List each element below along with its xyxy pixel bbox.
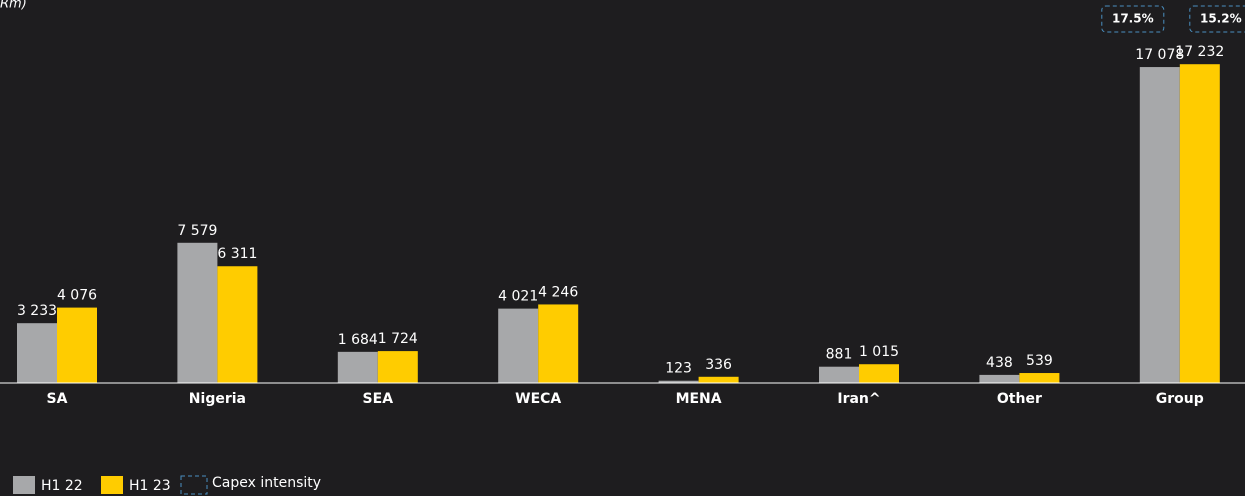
x-tick-label: Iran^ (837, 391, 880, 407)
bar (1139, 67, 1180, 383)
x-tick-label: Nigeria (189, 391, 246, 407)
value-label: 3 233 (17, 303, 57, 319)
x-tick-label: Group (1156, 391, 1204, 407)
bar (177, 242, 218, 383)
bar (57, 307, 97, 383)
annotation: 15.2% (1200, 12, 1242, 26)
value-label: 438 (986, 355, 1013, 371)
legend-swatch (13, 476, 35, 494)
value-label: 336 (705, 357, 732, 373)
bar (1019, 373, 1060, 383)
bar (337, 351, 378, 383)
bar (658, 380, 699, 383)
annotation: 17.5% (1112, 12, 1154, 26)
legend-label: Capex intensity (212, 475, 321, 491)
bar (698, 376, 739, 383)
value-label: 6 311 (217, 246, 257, 262)
x-tick-label: SA (47, 391, 68, 407)
value-label: 17 232 (1175, 44, 1224, 60)
legend-swatch (180, 475, 208, 495)
value-label: 17 078 (1135, 47, 1184, 63)
value-label: 4 076 (57, 288, 97, 304)
bar (859, 364, 899, 383)
value-label: 881 (826, 347, 853, 363)
x-tick-label: WECA (515, 391, 561, 407)
value-label: 4 246 (538, 284, 578, 300)
bar (17, 323, 57, 383)
value-label: 7 579 (177, 223, 217, 239)
bar (819, 366, 859, 383)
legend-label: H1 22 (41, 478, 83, 494)
bar (217, 266, 258, 383)
chart-title: Rm) (0, 0, 27, 12)
bar (377, 351, 418, 383)
value-label: 123 (665, 361, 692, 377)
value-label: 1 684 (338, 332, 378, 348)
bar (538, 304, 579, 383)
bar (498, 308, 539, 383)
x-tick-label: MENA (676, 391, 722, 407)
value-label: 539 (1026, 353, 1053, 369)
x-tick-label: Other (997, 391, 1042, 407)
legend-label: H1 23 (129, 478, 171, 494)
value-label: 4 021 (498, 289, 538, 305)
value-label: 1 724 (378, 331, 418, 347)
legend-swatch (101, 476, 123, 494)
value-label: 1 015 (859, 344, 899, 360)
bar (1179, 64, 1220, 383)
bar (979, 374, 1020, 383)
x-tick-label: SEA (363, 391, 394, 407)
